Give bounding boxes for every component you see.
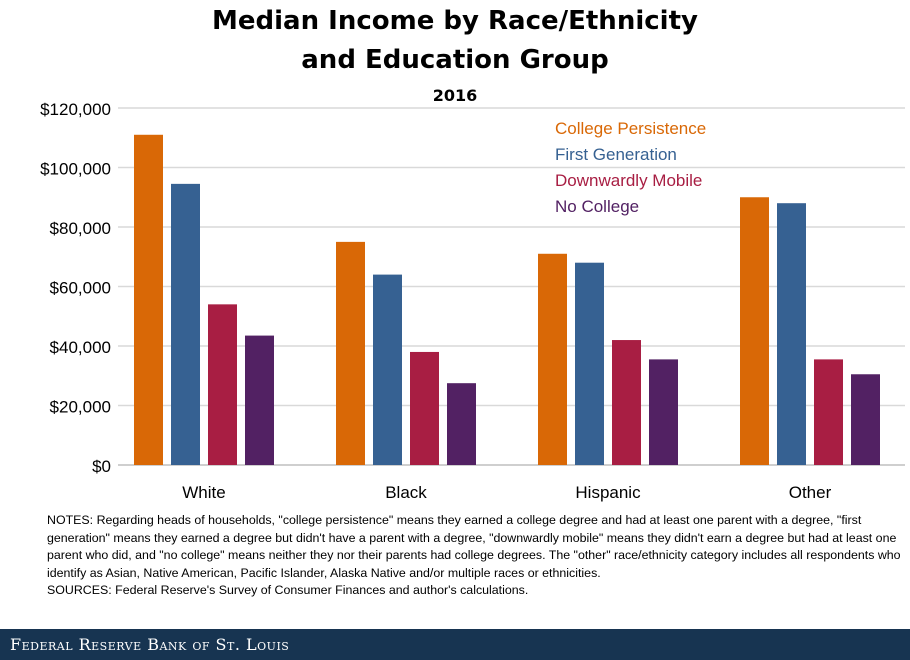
y-tick-label: $100,000 [40,160,111,179]
bar-hispanic-downwardly-mobile [612,340,641,465]
x-tick-label: Black [385,483,427,502]
x-tick-label: Hispanic [575,483,641,502]
bar-black-first-generation [373,274,402,465]
bar-black-college-persistence [336,241,365,465]
y-tick-label: $120,000 [40,100,111,119]
notes: NOTES: Regarding heads of households, "c… [47,512,907,600]
bar-hispanic-college-persistence [538,253,567,465]
chart-subtitle: 2016 [432,86,478,105]
bar-chart: $0 $20,000 $40,000 $60,000 $80,000 $100,000 $1… [40,100,905,502]
y-tick-label: $80,000 [50,219,111,238]
bar-black-downwardly-mobile [410,351,439,465]
y-tick-label: $20,000 [50,398,111,417]
bar-white-college-persistence [134,134,163,465]
sources-text: SOURCES: Federal Reserve's Survey of Con… [47,583,529,597]
footer-logo-text: Federal Reserve Bank of St. Louis [0,629,910,660]
bar-white-first-generation [171,183,200,466]
legend-entry: College Persistence [555,119,706,138]
chart-title-line-1: Median Income by Race/Ethnicity [212,6,698,36]
y-tick-label: $40,000 [50,338,111,357]
y-tick-label: $60,000 [50,279,111,298]
bar-white-downwardly-mobile [208,304,237,465]
notes-text: NOTES: Regarding heads of households, "c… [47,513,901,580]
bar-hispanic-no-college [649,359,678,465]
bar-hispanic-first-generation [575,262,604,465]
legend-entry: Downwardly Mobile [555,171,702,190]
legend-entry: First Generation [555,145,677,164]
bar-other-downwardly-mobile [814,359,843,465]
bar-black-no-college [447,383,476,465]
legend-entry: No College [555,197,639,216]
x-tick-label: Other [789,483,832,502]
bar-white-no-college [245,335,274,465]
bar-other-no-college [851,374,880,465]
chart-title-line-2: and Education Group [301,45,609,75]
bar-other-first-generation [777,203,806,465]
bar-other-college-persistence [740,197,769,465]
x-tick-label: White [182,483,225,502]
y-tick-label: $0 [92,457,111,476]
